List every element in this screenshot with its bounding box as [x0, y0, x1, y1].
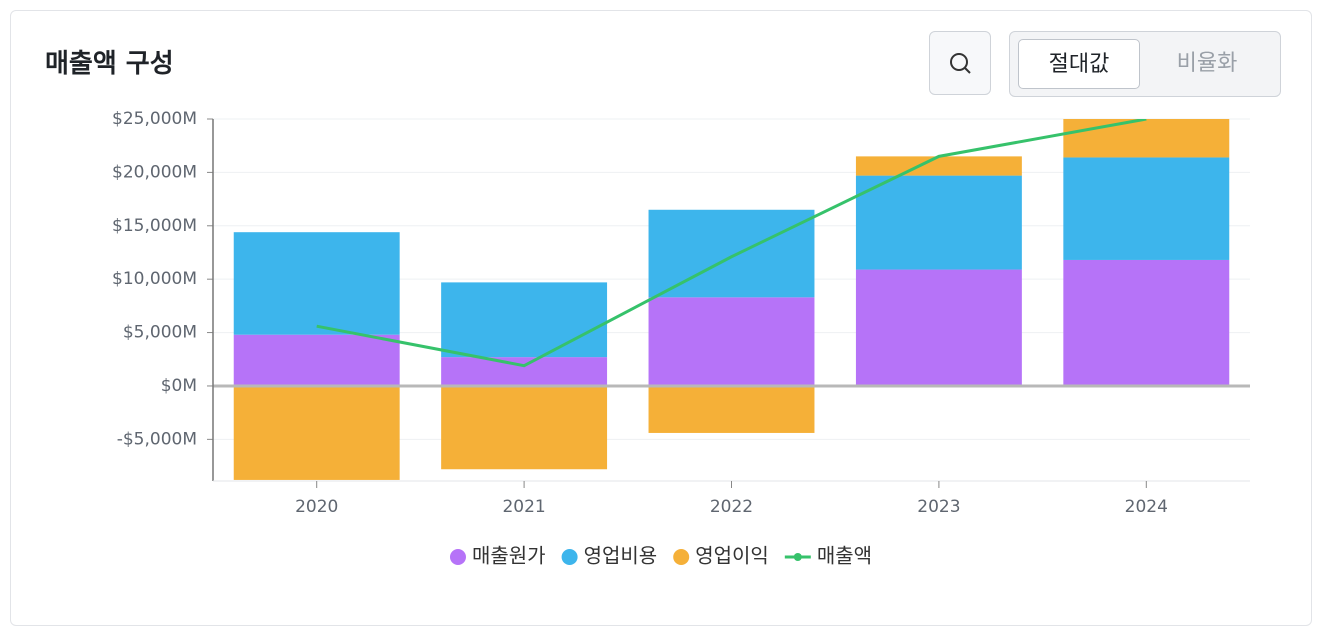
bar-segment [233, 385, 400, 480]
bar-segment [1063, 157, 1230, 260]
legend-marker [673, 549, 690, 565]
bar-segment [1063, 259, 1230, 386]
bar-segment [233, 334, 400, 386]
search-icon [950, 53, 971, 74]
toggle-button[interactable]: 절대값 [1018, 39, 1140, 89]
legend-label: 영업이익 [695, 544, 769, 568]
line-series [316, 119, 1147, 368]
legend-label: 영업비용 [584, 544, 658, 568]
y-tick-label: $0M [161, 376, 197, 396]
bar-segment [441, 385, 608, 470]
y-tick-label: $10,000M [112, 269, 197, 289]
bar-segment [441, 282, 608, 358]
legend-label: 매출원가 [472, 544, 546, 568]
toggle-group: 절대값 비율화 [1009, 31, 1281, 97]
bar-segment [855, 269, 1022, 386]
card-title: 매출액 구성 [45, 49, 174, 79]
legend: 매출원가 영업비용 영업이익 매출액 [449, 544, 872, 568]
bar-segment [1063, 119, 1230, 158]
bar-segment [648, 209, 815, 298]
plot-area [233, 119, 1230, 480]
bar-segment [855, 175, 1022, 270]
legend-marker [449, 549, 466, 565]
x-tick-label: 2020 [295, 497, 338, 517]
search-button[interactable] [929, 31, 991, 95]
y-tick-label: $25,000M [112, 109, 197, 129]
y-tick-label: $20,000M [112, 162, 197, 182]
y-tick-label: $15,000M [112, 216, 197, 236]
legend-marker [561, 549, 578, 565]
bar-segment [648, 297, 815, 386]
card: 매출액 구성 절대값 비율화 [10, 10, 1312, 626]
x-tick-label: 2022 [710, 497, 753, 517]
x-tick-label: 2021 [502, 497, 545, 517]
bar-segment [233, 232, 400, 335]
y-tick-label: -$5,000M [117, 429, 197, 449]
legend-marker [793, 553, 802, 561]
x-tick-label: 2024 [1125, 497, 1168, 517]
x-tick-label: 2023 [917, 497, 960, 517]
bar-segment [648, 385, 815, 433]
toggle-button[interactable]: 비율화 [1176, 51, 1238, 76]
bar-segment [855, 156, 1022, 176]
bar-segment [441, 357, 608, 386]
legend-label: 매출액 [817, 544, 872, 568]
y-tick-label: $5,000M [123, 323, 197, 343]
